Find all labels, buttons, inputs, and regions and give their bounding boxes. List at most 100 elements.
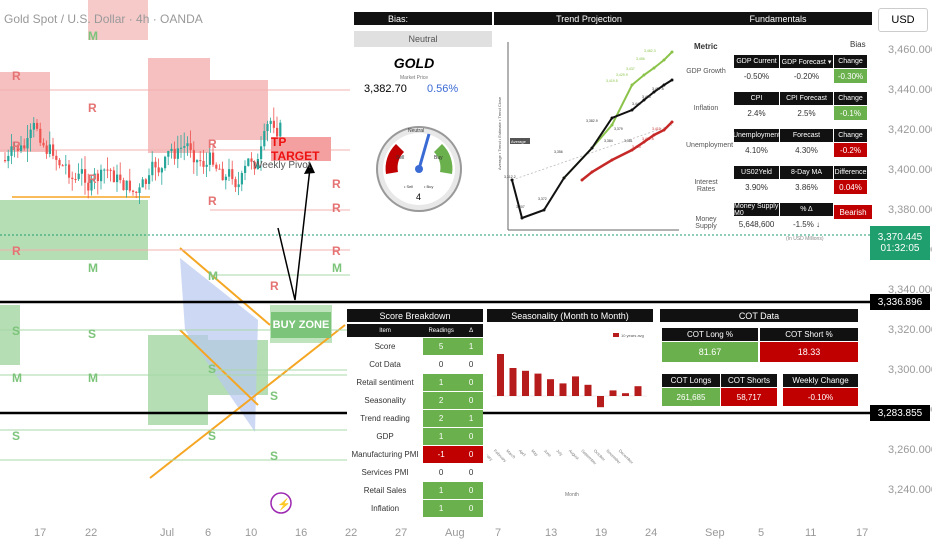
candle bbox=[202, 160, 205, 167]
candle bbox=[154, 161, 157, 168]
trend-point bbox=[670, 50, 674, 54]
candle bbox=[218, 168, 221, 170]
fund-value-cell: 4.10% bbox=[734, 143, 779, 157]
season-bar bbox=[522, 370, 529, 396]
score-cell: 2 bbox=[423, 409, 460, 428]
trend-point bbox=[652, 66, 656, 70]
season-month-label: April bbox=[518, 448, 527, 457]
season-month-label: July bbox=[555, 448, 564, 457]
score-cell: Retail Sales bbox=[347, 481, 424, 500]
countdown-timer: 01:32:05 bbox=[880, 243, 920, 254]
pivot-letter: M bbox=[88, 29, 98, 43]
time-tick: 19 bbox=[595, 527, 608, 539]
gauge-hub bbox=[415, 165, 423, 173]
season-bar bbox=[547, 379, 554, 396]
time-tick: 16 bbox=[295, 527, 308, 539]
score-cell: Retail sentiment bbox=[347, 373, 424, 392]
pivot-letter: R bbox=[88, 172, 97, 186]
resistance-zone bbox=[0, 72, 50, 152]
trendline bbox=[179, 329, 259, 406]
score-cell: 0 bbox=[459, 391, 483, 410]
gauge-score: 4 bbox=[416, 192, 421, 202]
trend-point bbox=[630, 108, 634, 112]
candle bbox=[212, 152, 215, 165]
fund-metric-label: Money Supply bbox=[695, 216, 717, 230]
tp-target-label: TP TARGET bbox=[271, 135, 331, 163]
time-tick: 10 bbox=[245, 527, 258, 539]
candle bbox=[23, 145, 26, 149]
candle bbox=[96, 173, 99, 182]
candle bbox=[10, 146, 13, 156]
trend-point bbox=[580, 178, 584, 182]
resistance-zone bbox=[210, 80, 268, 140]
score-cell: 0 bbox=[459, 499, 483, 518]
price-tick: 3,320.000 bbox=[888, 324, 932, 336]
candle bbox=[26, 138, 29, 149]
symbol-title[interactable]: Gold Spot / U.S. Dollar · 4h · OANDA bbox=[4, 12, 203, 26]
trend-point bbox=[510, 178, 514, 182]
candle bbox=[61, 165, 64, 167]
candle bbox=[32, 122, 35, 130]
fund-header-cell: Unemployment bbox=[733, 129, 780, 142]
currency-button[interactable]: USD bbox=[878, 8, 928, 32]
candle bbox=[164, 156, 167, 169]
candle bbox=[237, 184, 240, 188]
score-table: Item Readings Δ Score 5 1 Cot Data 0 0 Retail sen… bbox=[347, 324, 483, 518]
score-row: Trend reading 2 1 bbox=[347, 409, 483, 428]
score-header: Score Breakdown bbox=[347, 309, 483, 322]
cot-weekly: -0.10% bbox=[783, 388, 858, 406]
season-bar bbox=[622, 393, 629, 396]
season-bar bbox=[509, 368, 517, 396]
season-bar bbox=[534, 373, 542, 396]
candle bbox=[74, 179, 77, 181]
time-tick: 11 bbox=[805, 527, 817, 539]
candle bbox=[276, 127, 279, 137]
score-cell: 0 bbox=[423, 355, 460, 374]
season-bar bbox=[559, 383, 567, 396]
candle bbox=[244, 165, 247, 173]
candle bbox=[180, 147, 183, 149]
trend-point-label: 3,419.5 bbox=[606, 79, 618, 83]
fund-value-cell: -0.20% bbox=[780, 69, 833, 83]
season-xlabel: Month bbox=[565, 492, 579, 498]
candle bbox=[109, 169, 112, 171]
score-cell: Services PMI bbox=[347, 463, 424, 482]
gauge-sell-legend: • Sell bbox=[404, 184, 413, 189]
fundamentals-header: Fundamentals bbox=[684, 12, 872, 25]
market-price-label: Market Price bbox=[399, 75, 429, 81]
candle bbox=[93, 173, 96, 180]
trend-point-label: 3,403 bbox=[632, 145, 641, 149]
time-tick: 13 bbox=[545, 527, 558, 539]
score-cell: 0 bbox=[423, 463, 460, 482]
trend-point-label: 3,455 bbox=[642, 95, 651, 99]
candle bbox=[84, 169, 87, 183]
score-cell: Trend reading bbox=[347, 409, 424, 428]
resistance-zone bbox=[88, 0, 148, 40]
trend-point-label: 3,422.5 bbox=[642, 137, 654, 141]
seasonality-header: Seasonality (Month to Month) bbox=[487, 309, 653, 322]
trend-average-label: Average bbox=[511, 139, 527, 144]
price-tick: 3,300.000 bbox=[888, 364, 932, 376]
candle bbox=[167, 151, 170, 157]
level-top-tag: 3,336.896 bbox=[870, 294, 930, 310]
trend-point-label: 3,382.9 bbox=[586, 119, 598, 123]
fund-header-cell: Forecast bbox=[780, 129, 833, 142]
fund-metric-label: Unemployment bbox=[686, 142, 734, 149]
trend-point-label: 3,372 bbox=[538, 197, 547, 201]
price-tick: 3,460.000 bbox=[888, 44, 932, 56]
season-legend-label: 10 years avg bbox=[621, 333, 644, 338]
trend-point bbox=[652, 90, 656, 94]
pivot-letter: M bbox=[12, 371, 22, 385]
score-col-header: Δ bbox=[459, 324, 483, 338]
time-tick: 22 bbox=[345, 527, 358, 539]
fund-header-cell: Money Supply M0 bbox=[734, 202, 779, 217]
trend-point bbox=[630, 148, 634, 152]
trend-point bbox=[590, 146, 594, 150]
score-col-header: Item bbox=[347, 324, 424, 338]
trend-point bbox=[520, 216, 524, 220]
candle bbox=[135, 191, 138, 193]
trend-point-label: 3,440 bbox=[632, 102, 641, 106]
